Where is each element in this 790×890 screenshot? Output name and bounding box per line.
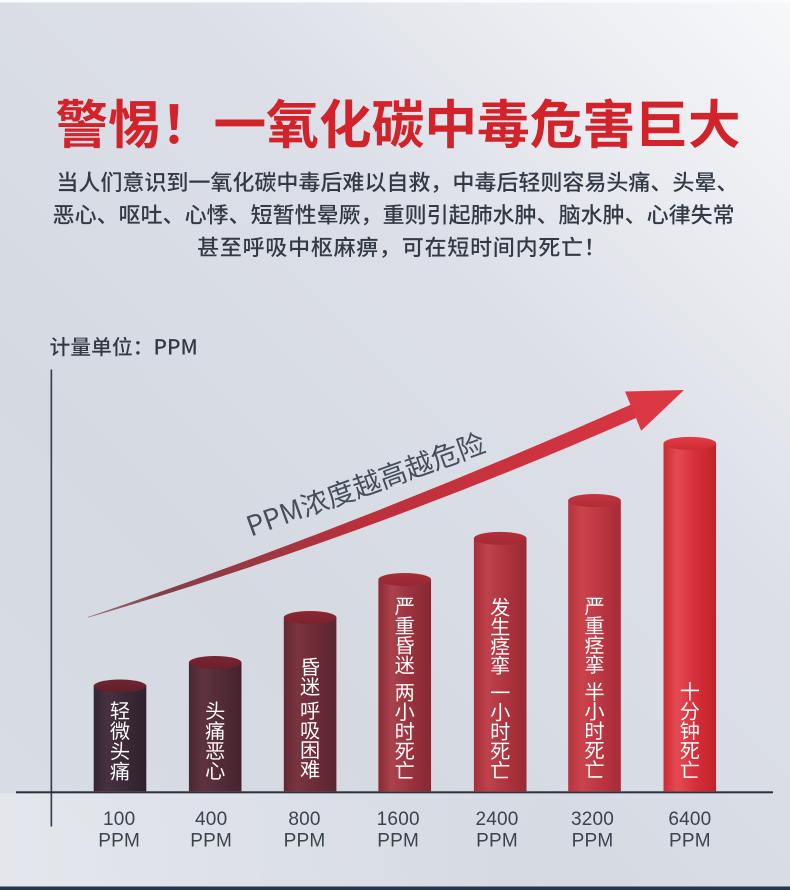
- svg-text:PPM: PPM: [476, 831, 518, 852]
- svg-text:400: 400: [195, 809, 227, 830]
- svg-text:6400: 6400: [668, 809, 711, 830]
- svg-text:PPM: PPM: [190, 831, 232, 852]
- svg-text:800: 800: [288, 809, 320, 830]
- svg-text:100: 100: [103, 809, 135, 830]
- svg-text:PPM: PPM: [377, 831, 419, 852]
- svg-text:3200: 3200: [571, 809, 614, 830]
- svg-text:PPM: PPM: [98, 831, 140, 852]
- svg-text:1600: 1600: [377, 809, 420, 830]
- svg-text:PPM: PPM: [669, 831, 711, 852]
- svg-text:PPM: PPM: [284, 831, 326, 852]
- svg-text:PPM: PPM: [572, 831, 614, 852]
- svg-text:2400: 2400: [475, 809, 518, 830]
